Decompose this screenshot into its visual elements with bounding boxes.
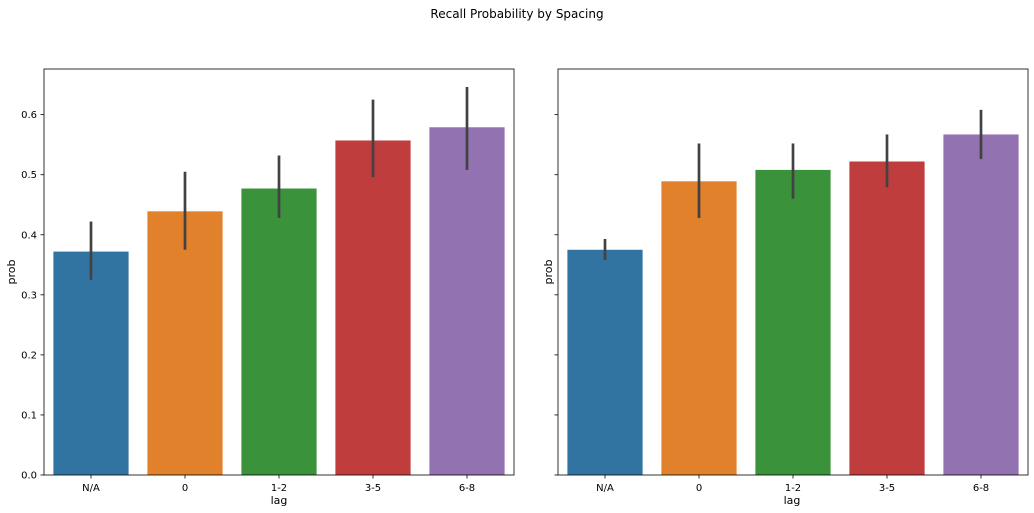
left-y-tick-label-4: 0.4	[21, 230, 37, 241]
left-x-tick-label-0: N/A	[82, 483, 100, 494]
left-x-tick-label-4: 6-8	[459, 483, 475, 494]
figure-title: Recall Probability by Spacing	[430, 7, 603, 21]
left-x-tick-label-3: 3-5	[365, 483, 381, 494]
left-x-tick-label-1: 0	[182, 483, 188, 494]
left-bar-0	[53, 251, 129, 475]
left-bar-2	[241, 188, 317, 475]
left-x-tick-label-2: 1-2	[271, 483, 287, 494]
right-bar-1	[661, 181, 737, 475]
left-x-axis-label: lag	[271, 494, 288, 507]
left-y-tick-label-5: 0.5	[21, 170, 37, 181]
right-bar-3	[849, 161, 925, 475]
left-y-axis-label: prob	[5, 259, 18, 284]
right-x-tick-label-4: 6-8	[973, 483, 989, 494]
right-x-tick-label-2: 1-2	[785, 483, 801, 494]
right-x-tick-label-3: 3-5	[879, 483, 895, 494]
left-bar-4	[429, 127, 505, 476]
left-y-tick-label-1: 0.1	[21, 410, 37, 421]
right-x-tick-label-1: 0	[696, 483, 702, 494]
left-bar-1	[147, 211, 223, 475]
right-x-axis-label: lag	[784, 494, 801, 507]
right-bar-0	[567, 249, 643, 475]
right-panel: prob lag N/A 0 1-2 3-5 6-8	[542, 68, 1029, 507]
left-y-tick-label-2: 0.2	[21, 350, 37, 361]
left-bar-3	[335, 140, 411, 476]
left-y-tick-label-3: 0.3	[21, 290, 37, 301]
right-bar-4	[943, 134, 1019, 476]
left-y-tick-label-0: 0.0	[21, 471, 37, 482]
right-y-axis-label: prob	[542, 259, 555, 284]
left-y-tick-label-6: 0.6	[21, 110, 37, 121]
right-bar-2	[755, 169, 831, 475]
right-x-tick-label-0: N/A	[596, 483, 614, 494]
left-panel: prob lag 0.0 0.1 0.2 0.3 0.4 0.5 0.6 N/A 0 1-2 3-5…	[5, 68, 515, 507]
